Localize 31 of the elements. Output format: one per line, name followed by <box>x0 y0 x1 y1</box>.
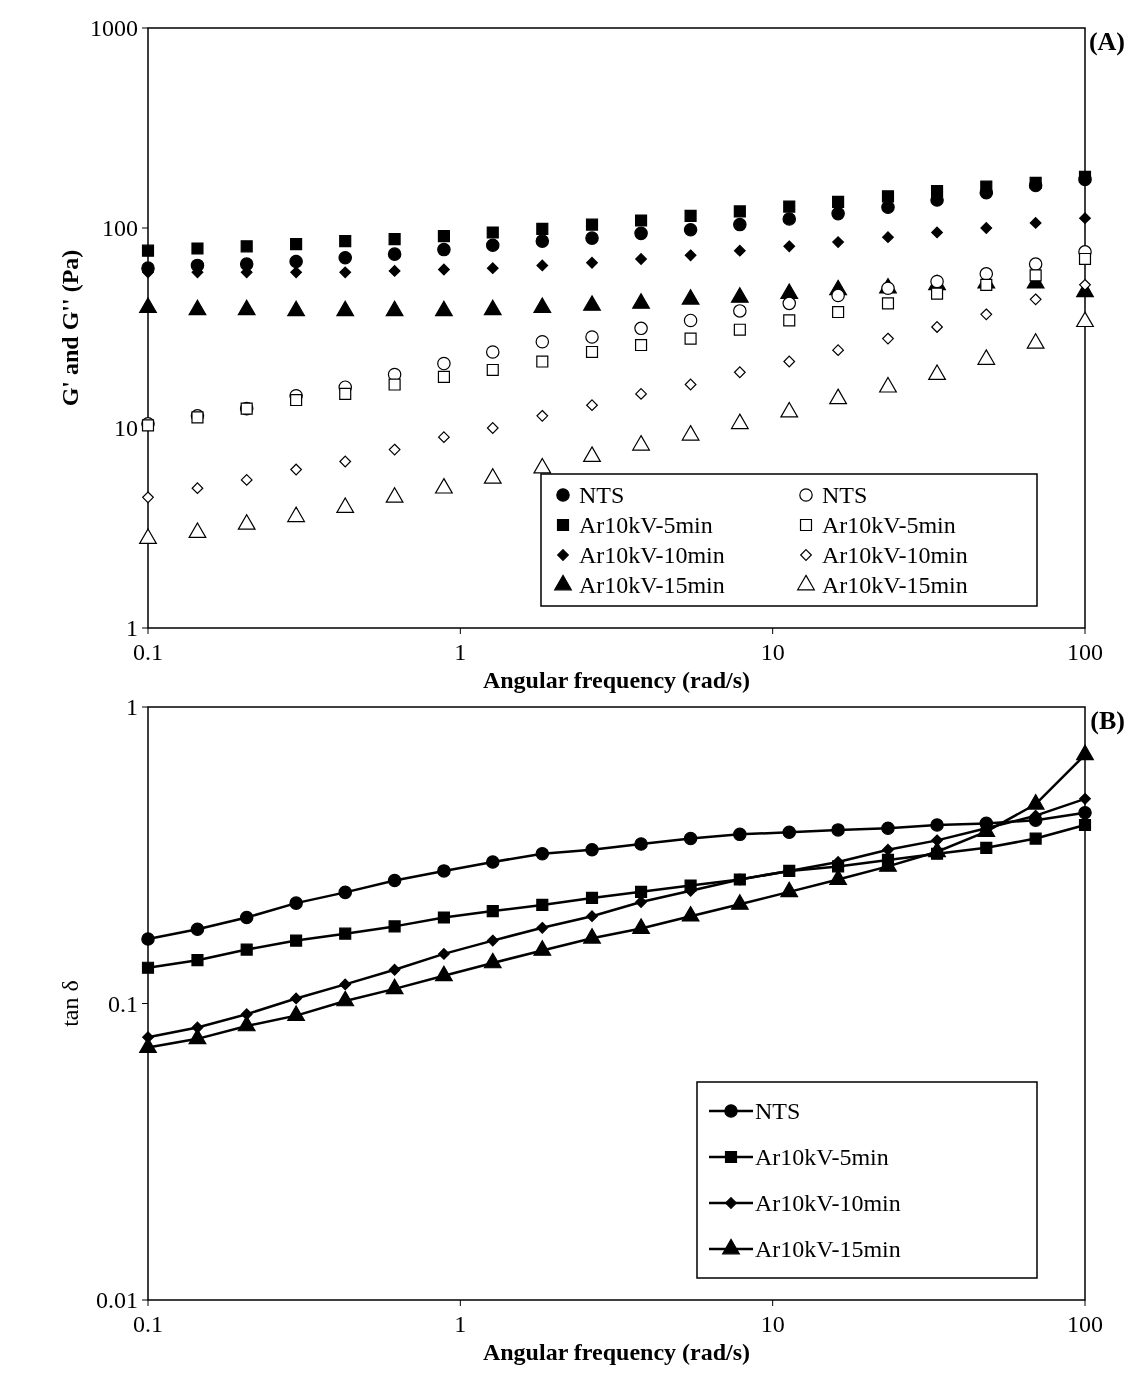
text: (A) <box>1088 27 1125 56</box>
legend-label: Ar10kV-15min <box>579 572 725 598</box>
y-tick-label: 0.01 <box>96 1287 138 1313</box>
legend-label: NTS <box>755 1098 801 1124</box>
y-tick-label: 0.1 <box>108 990 138 1017</box>
x-tick-label: 10 <box>760 1311 785 1337</box>
x-tick-label: 1 <box>454 1311 467 1337</box>
y-tick-label: 100 <box>102 215 138 241</box>
y-tick-label: 1000 <box>90 15 138 41</box>
legend-label: Ar10kV-10min <box>755 1190 901 1216</box>
x-axis-title: Angular frequency (rad/s) <box>482 1339 751 1365</box>
legend-label: Ar10kV-5min <box>822 512 956 538</box>
y-tick-label: 1 <box>126 694 138 720</box>
y-tick-label: 10 <box>114 415 138 441</box>
x-tick-label: 10 <box>760 639 785 665</box>
text: (B) <box>1090 706 1125 735</box>
legend-label: NTS <box>579 482 625 508</box>
legend-label: Ar10kV-15min <box>755 1236 901 1262</box>
legend-label: NTS <box>822 482 868 508</box>
legend-label: Ar10kV-10min <box>822 542 968 568</box>
y-axis-title: G' and G'' (Pa) <box>57 249 83 407</box>
x-tick-label: 100 <box>1067 639 1103 665</box>
x-axis-title: Angular frequency (rad/s) <box>482 667 751 693</box>
y-tick-label: 1 <box>126 615 138 641</box>
x-tick-label: 1 <box>454 639 467 665</box>
legend-label: Ar10kV-5min <box>579 512 713 538</box>
legend-label: Ar10kV-5min <box>755 1144 889 1170</box>
y-axis-title: tan δ <box>57 980 83 1027</box>
x-tick-label: 100 <box>1067 1311 1103 1337</box>
legend-label: Ar10kV-15min <box>822 572 968 598</box>
legend-label: Ar10kV-10min <box>579 542 725 568</box>
